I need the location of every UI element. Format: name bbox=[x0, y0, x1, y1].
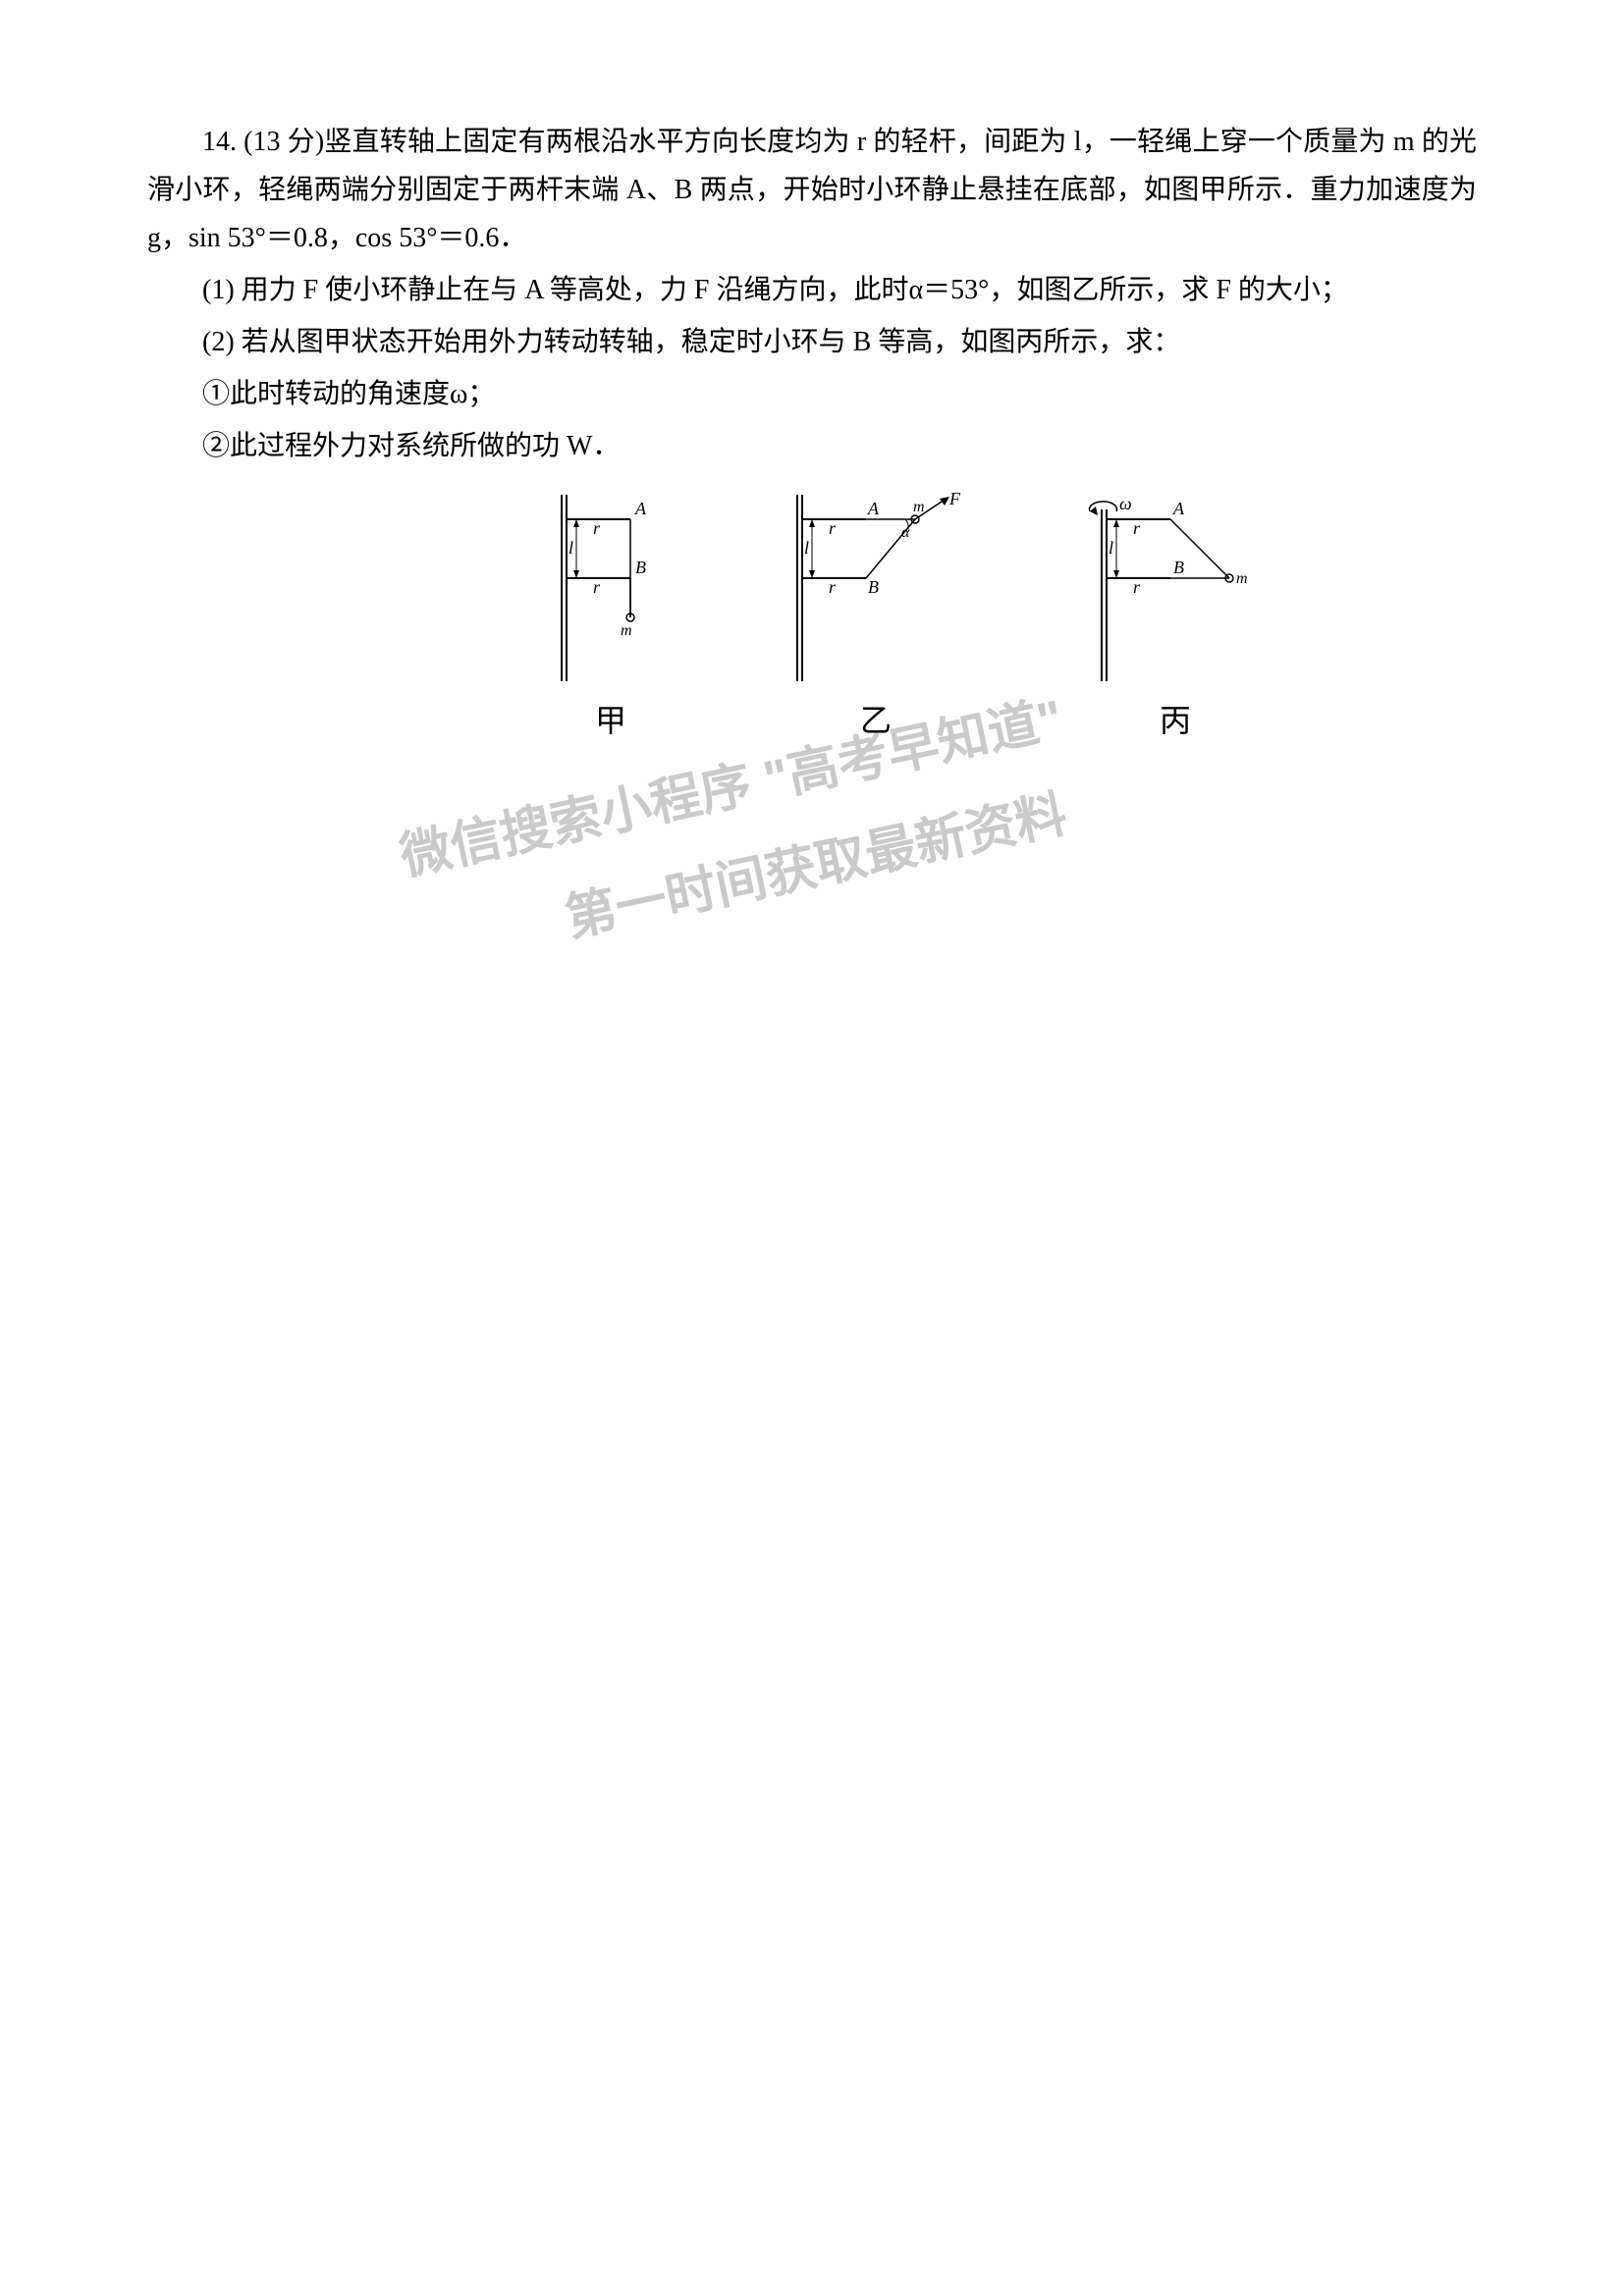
label-r2: r bbox=[1133, 577, 1141, 597]
label-r2: r bbox=[593, 577, 601, 597]
paragraph-1: 14. (13 分)竖直转轴上固定有两根沿水平方向长度均为 r 的轻杆，间距为 … bbox=[147, 118, 1477, 262]
label-B: B bbox=[868, 577, 879, 597]
figure-jia-label: 甲 bbox=[595, 696, 626, 741]
figures-row: A B r r l m 甲 bbox=[344, 490, 1477, 741]
label-F: F bbox=[948, 490, 961, 508]
figure-bing-label: 丙 bbox=[1160, 696, 1191, 741]
label-B: B bbox=[635, 558, 646, 577]
figure-yi: A B r r l m F α bbox=[778, 490, 974, 686]
figure-yi-label: 乙 bbox=[860, 696, 892, 741]
label-A: A bbox=[867, 499, 880, 518]
figure-jia-container: A B r r l m 甲 bbox=[542, 490, 679, 741]
figure-jia: A B r r l m bbox=[542, 490, 679, 686]
label-m: m bbox=[1236, 570, 1248, 587]
label-omega: ω bbox=[1119, 494, 1132, 513]
paragraph-5: ②此过程外力对系统所做的功 W． bbox=[147, 422, 1477, 470]
figure-yi-container: A B r r l m F α 乙 bbox=[778, 490, 974, 741]
figure-bing-container: A B r r l m ω 丙 bbox=[1072, 490, 1278, 741]
paragraph-4: ①此时转动的角速度ω； bbox=[147, 370, 1477, 418]
label-r2: r bbox=[829, 577, 837, 597]
label-r1: r bbox=[1133, 518, 1141, 538]
problem-content: 14. (13 分)竖直转轴上固定有两根沿水平方向长度均为 r 的轻杆，间距为 … bbox=[147, 118, 1477, 741]
label-r1: r bbox=[829, 518, 837, 538]
paragraph-3: (2) 若从图甲状态开始用外力转动转轴，稳定时小环与 B 等高，如图丙所示，求： bbox=[147, 318, 1477, 366]
label-l: l bbox=[568, 538, 573, 558]
label-A: A bbox=[1172, 499, 1185, 518]
figure-bing: A B r r l m ω bbox=[1072, 490, 1278, 686]
label-m: m bbox=[621, 622, 632, 639]
label-l: l bbox=[804, 538, 809, 558]
label-B: B bbox=[1173, 558, 1184, 577]
paragraph-2: (1) 用力 F 使小环静止在与 A 等高处，力 F 沿绳方向，此时α＝53°，… bbox=[147, 266, 1477, 314]
label-r1: r bbox=[593, 518, 601, 538]
watermark-line2: 第一时间获取最新资料 bbox=[558, 773, 1072, 950]
label-l: l bbox=[1109, 538, 1113, 558]
label-A: A bbox=[634, 499, 647, 518]
label-m: m bbox=[913, 499, 925, 515]
label-alpha: α bbox=[901, 524, 910, 541]
